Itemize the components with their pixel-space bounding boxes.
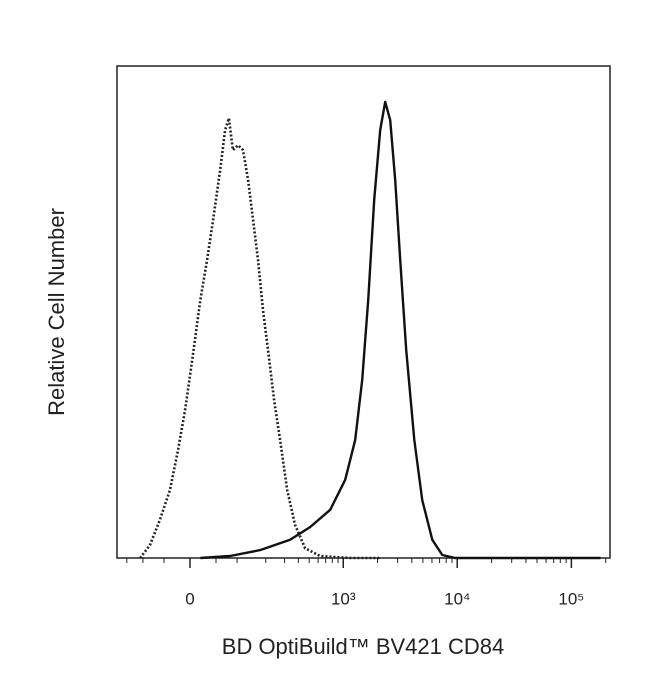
histogram-line [139,116,381,560]
x-tick-label: 10³ [331,589,356,608]
x-axis-title: BD OptiBuild™ BV421 CD84 [222,634,504,659]
y-axis-title: Relative Cell Number [44,208,69,416]
x-tick-label: 10⁵ [558,589,584,608]
plot-frame [116,65,611,559]
x-tick-label: 10⁴ [444,589,470,608]
histogram-line [200,100,601,560]
x-tick-label: 0 [185,589,194,608]
